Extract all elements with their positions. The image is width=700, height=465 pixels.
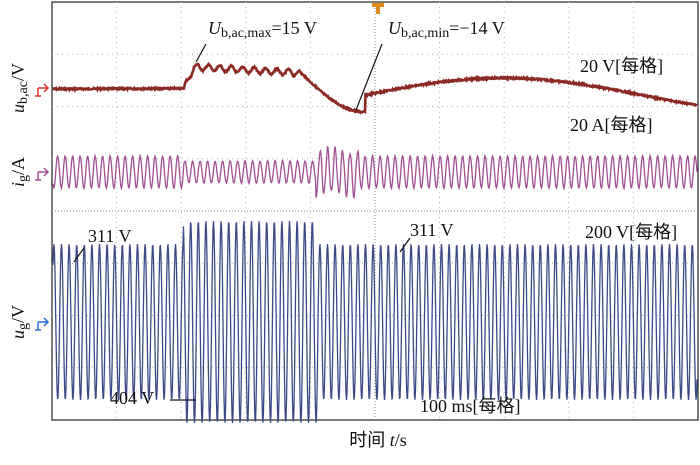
annotation: Ub,ac,min=−14 V <box>388 18 505 41</box>
annotation-symbol: U <box>208 18 222 38</box>
y-label-symbol: i <box>8 182 28 187</box>
x-label-text: 时间 <box>349 430 390 450</box>
x-label-symbol: t <box>390 430 396 450</box>
y-labels: ub,ac/Vig/Aug/V <box>8 63 31 339</box>
annotation-subscript: b,ac,max <box>221 26 272 41</box>
waveforms <box>52 61 698 424</box>
time-scale: 100 ms[每格] <box>420 396 521 416</box>
y-label-subscript: g <box>16 323 31 330</box>
annotation-text: =15 V <box>272 18 317 38</box>
x-label-unit: /s <box>395 430 407 450</box>
x-axis-label: 时间 t/s <box>349 430 407 450</box>
y-label-subscript: b,ac <box>16 81 31 104</box>
waveform <box>52 220 698 424</box>
ch2-marker <box>35 167 50 181</box>
ch1-marker <box>35 83 50 97</box>
leader <box>355 43 383 111</box>
leader <box>73 247 85 263</box>
y-label-subscript: g <box>16 175 31 182</box>
channel-markers <box>35 3 384 331</box>
y-label-unit: /V <box>8 305 28 323</box>
y-label-unit: /A <box>8 157 28 175</box>
waveform <box>52 145 698 200</box>
ch3-marker <box>35 317 50 331</box>
leader <box>195 43 207 63</box>
ch3-scale: 200 V[每格] <box>585 222 677 242</box>
annotation: 404 V <box>110 388 154 408</box>
y-axis-label: ug/V <box>8 305 31 339</box>
waveform <box>52 61 698 115</box>
trigger-marker <box>372 3 384 14</box>
annotation: 311 V <box>88 226 132 246</box>
y-label-unit: /V <box>8 63 28 81</box>
ch1-scale: 20 V[每格] <box>580 56 663 76</box>
annotation: Ub,ac,max=15 V <box>208 18 317 41</box>
annotation-subscript: b,ac,min <box>401 26 449 41</box>
y-label-symbol: u <box>8 104 28 113</box>
leaders <box>73 43 411 401</box>
ch2-scale: 20 A[每格] <box>570 115 653 135</box>
annotation-text: =−14 V <box>449 18 504 38</box>
annotation-symbol: U <box>388 18 402 38</box>
y-label-symbol: u <box>8 330 28 339</box>
leader <box>399 237 411 253</box>
y-axis-label: ub,ac/V <box>8 63 31 113</box>
y-axis-label: ig/A <box>8 157 31 187</box>
annotation: 311 V <box>410 220 454 240</box>
